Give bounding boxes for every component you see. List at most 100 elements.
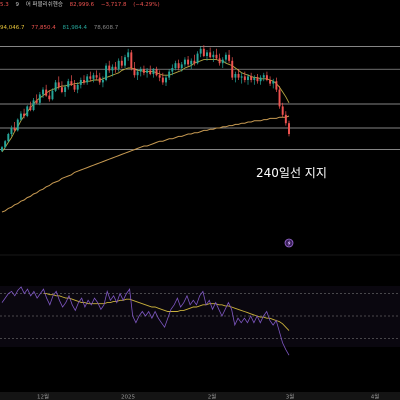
candle-body-24	[76, 84, 79, 90]
x-tick-1: 2025	[121, 395, 135, 400]
candle-body-27	[86, 76, 89, 83]
candle-body-86	[272, 81, 275, 84]
lightning-marker[interactable]	[284, 238, 294, 248]
header-leading-value: 5.3	[0, 2, 9, 8]
candle-body-38	[120, 60, 123, 66]
candle-body-40	[127, 52, 130, 58]
candle-body-65	[206, 52, 208, 56]
ma-fast-line-group	[1, 59, 290, 153]
candle-body-39	[124, 57, 126, 66]
candle-body-57	[180, 64, 183, 68]
candle-body-62	[196, 53, 199, 64]
candle-body-79	[250, 76, 253, 80]
candle-body-31	[98, 77, 101, 83]
candle-body-17	[54, 82, 57, 91]
candle-body-13	[42, 89, 44, 95]
candle-body-67	[212, 54, 215, 58]
candle-body-55	[174, 63, 177, 68]
candle-body-35	[111, 66, 114, 71]
x-tick-0: 12월	[37, 393, 49, 400]
header-row-2: 94,046.7 77,850.4 81,984.4 78,608.7	[0, 25, 123, 31]
candle-body-72	[228, 54, 231, 61]
candle-body-0	[1, 147, 3, 151]
candle-body-34	[108, 65, 111, 71]
candle-body-33	[105, 65, 108, 80]
header-change-pct: (−4.29%)	[133, 2, 160, 8]
rsi-line-group	[1, 286, 290, 356]
candle-body-41	[130, 52, 133, 68]
candle-body-51	[161, 77, 164, 83]
candle-body-88	[278, 89, 281, 107]
rsi-panel	[0, 254, 400, 356]
header-change: −3,717.8	[100, 2, 127, 8]
header-ma4: 78,608.7	[93, 25, 119, 31]
candle-body-75	[237, 74, 240, 78]
candle-body-46	[146, 70, 149, 73]
candle-body-10	[32, 100, 35, 110]
candle-body-50	[158, 75, 161, 78]
candle-body-37	[117, 60, 120, 70]
x-axis-ticks: 12월 2025 2월 3월 4월	[37, 393, 379, 400]
candle-body-69	[218, 58, 221, 64]
candle-body-43	[136, 71, 139, 76]
header-ma1: 94,046.7	[0, 25, 25, 31]
header-ticker-fragment: 9	[15, 2, 20, 8]
candle-body-23	[73, 84, 76, 90]
candle-body-84	[265, 75, 268, 80]
candle-body-9	[29, 106, 32, 110]
candle-body-44	[139, 69, 142, 72]
candle-body-14	[45, 89, 48, 96]
candle-body-11	[35, 100, 38, 103]
price-horizontal-lines	[0, 46, 400, 150]
candle-body-26	[83, 80, 85, 83]
candles-group	[1, 45, 290, 152]
rsi-level-lines	[0, 293, 400, 339]
candle-body-21	[67, 81, 70, 88]
x-axis-strip	[0, 392, 400, 400]
candle-body-45	[142, 69, 145, 73]
x-tick-3: 3월	[286, 393, 295, 400]
candle-body-64	[202, 48, 205, 56]
candle-body-74	[234, 74, 237, 78]
candle-body-5	[16, 119, 19, 131]
candle-body-81	[256, 77, 259, 82]
header-prev: 82,999.6	[69, 2, 95, 8]
rsi-line	[1, 286, 290, 356]
candle-body-70	[221, 59, 224, 64]
lightning-icon	[287, 240, 291, 246]
ma240-line-group	[1, 115, 290, 213]
candle-body-59	[187, 59, 190, 65]
header-row-1: 5.3 9 어 퍼블리쉬헨승 82,999.6 −3,717.8 (−4.29%…	[0, 0, 165, 8]
annotation-label: 240일선 지지	[256, 166, 327, 180]
candle-body-83	[262, 75, 265, 78]
candle-body-15	[48, 95, 51, 100]
rsi-ma-line	[43, 293, 290, 331]
rsi-ma-line-group	[43, 293, 290, 331]
x-tick-4: 4월	[371, 393, 380, 400]
candle-body-19	[60, 87, 63, 92]
candle-body-82	[259, 77, 262, 82]
candle-body-80	[253, 77, 256, 80]
candle-body-49	[155, 69, 158, 76]
candle-body-53	[168, 71, 171, 78]
candle-body-63	[199, 48, 202, 54]
candle-body-47	[149, 70, 152, 74]
candle-body-16	[51, 90, 54, 100]
candle-body-18	[57, 82, 60, 88]
candle-body-4	[13, 128, 16, 131]
candle-body-42	[133, 68, 136, 76]
candle-body-89	[281, 106, 284, 115]
candle-body-48	[152, 69, 155, 74]
candle-body-61	[193, 60, 196, 64]
candle-body-30	[95, 75, 98, 78]
candle-body-71	[224, 54, 227, 60]
candle-body-1	[4, 141, 7, 148]
candle-body-52	[165, 77, 167, 83]
header-name: 어 퍼블리쉬헨승	[25, 2, 63, 8]
candle-body-68	[215, 54, 218, 59]
header-ma2: 77,850.4	[31, 25, 56, 31]
candle-body-56	[177, 63, 180, 68]
candle-body-87	[275, 81, 278, 90]
